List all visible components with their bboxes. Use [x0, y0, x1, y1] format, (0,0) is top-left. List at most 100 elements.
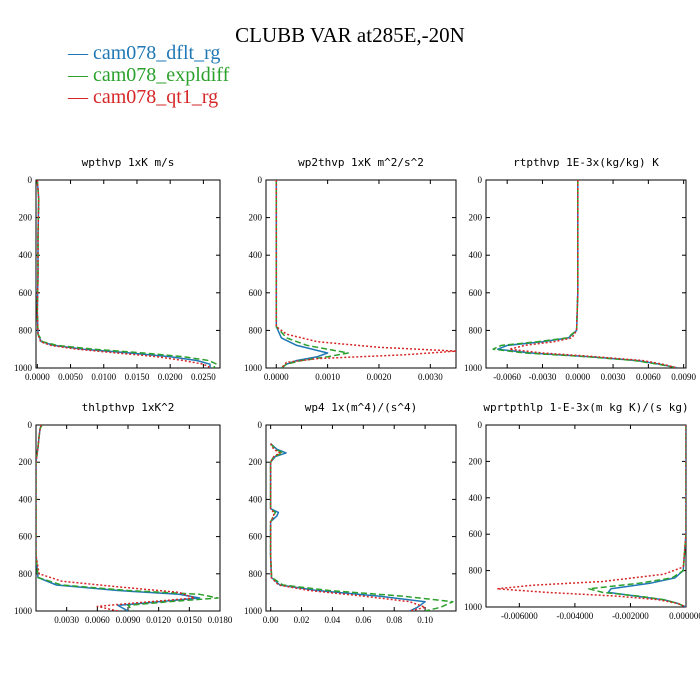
y-tick-label-0-0: 0 — [28, 175, 33, 185]
panel-3: thlpthvp 1xK^2 0 200 400 600 800 1000 0.0030 0.0… — [14, 401, 233, 625]
y-tick-label-3-4: 800 — [19, 569, 33, 579]
y-tick-label-5-3: 600 — [469, 529, 483, 539]
x-tick-label-3-3: 0.0120 — [146, 615, 171, 625]
y-tick-label-2-1: 200 — [469, 213, 483, 223]
y-tick-label-2-5: 1000 — [464, 363, 483, 373]
series-line-4-2 — [269, 443, 426, 611]
y-tick-label-5-1: 200 — [469, 456, 483, 466]
x-tick-label-1-1: 0.0010 — [315, 372, 340, 382]
x-tick-label-5-1: -0.004000 — [557, 611, 594, 621]
legend-entry-2: — cam078_qt1_rg — [67, 86, 218, 108]
y-tick-label-1-5: 1000 — [244, 363, 263, 373]
y-tick-label-4-1: 200 — [249, 457, 263, 467]
x-tick-label-5-3: 0.000000 — [669, 611, 700, 621]
y-tick-label-1-0: 0 — [258, 175, 263, 185]
x-tick-label-2-5: 0.0090 — [671, 372, 696, 382]
plot-frame-1 — [265, 179, 457, 369]
x-tick-label-1-3: 0.0030 — [418, 372, 443, 382]
y-tick-label-1-3: 600 — [249, 288, 263, 298]
x-tick-label-2-3: 0.0030 — [601, 372, 626, 382]
x-tick-label-4-2: 0.04 — [325, 615, 341, 625]
x-tick-label-4-3: 0.06 — [355, 615, 371, 625]
x-tick-label-5-0: -0.006000 — [501, 611, 538, 621]
x-tick-label-0-4: 0.0200 — [158, 372, 183, 382]
series-line-2-2 — [508, 180, 678, 368]
x-tick-label-2-0: -0.0060 — [493, 372, 521, 382]
y-tick-label-4-4: 800 — [249, 569, 263, 579]
x-tick-label-3-2: 0.0090 — [116, 615, 141, 625]
x-tick-label-2-2: 0.0000 — [565, 372, 590, 382]
x-tick-label-5-2: -0.002000 — [612, 611, 649, 621]
y-tick-label-3-2: 400 — [19, 494, 33, 504]
y-tick-label-0-1: 200 — [19, 213, 33, 223]
panel-1: wp2thvp 1xK m^2/s^2020040060080010000.00… — [244, 156, 457, 382]
y-tick-label-3-5: 1000 — [14, 606, 33, 616]
y-tick-label-5-5: 1000 — [464, 602, 483, 612]
y-tick-label-0-4: 800 — [19, 325, 33, 335]
x-tick-label-4-0: 0.00 — [263, 615, 279, 625]
series-line-3-2 — [36, 425, 196, 611]
y-tick-label-0-2: 400 — [19, 250, 33, 260]
x-tick-label-4-5: 0.10 — [417, 615, 433, 625]
x-tick-label-3-4: 0.0150 — [177, 615, 202, 625]
panel-title-5: wprtpthlp 1-E-3x(m kg K)/(s kg) — [483, 401, 688, 414]
y-tick-label-3-3: 600 — [19, 532, 33, 542]
y-tick-label-0-5: 1000 — [14, 363, 33, 373]
figure-title: CLUBB VAR at285E,-20N — [235, 23, 465, 47]
x-tick-label-1-2: 0.0020 — [367, 372, 392, 382]
y-tick-label-4-0: 0 — [258, 420, 263, 430]
legend-entry-0: — cam078_dflt_rg — [67, 42, 220, 64]
legend-entry-1: — cam078_expldiff — [67, 64, 230, 86]
series-line-3-1 — [36, 425, 219, 611]
x-tick-label-2-1: -0.0030 — [529, 372, 557, 382]
x-tick-label-3-1: 0.0060 — [85, 615, 110, 625]
panel-title-3: thlpthvp 1xK^2 — [82, 401, 175, 414]
y-tick-label-2-2: 400 — [469, 250, 483, 260]
y-tick-label-1-1: 200 — [249, 213, 263, 223]
y-tick-label-1-2: 400 — [249, 250, 263, 260]
y-tick-label-4-3: 600 — [249, 532, 263, 542]
plot-frame-4 — [265, 424, 457, 612]
x-tick-label-0-0: 0.0000 — [25, 372, 50, 382]
y-tick-label-3-1: 200 — [19, 457, 33, 467]
y-tick-label-5-4: 800 — [469, 566, 483, 576]
panel-2: rtpthvp 1E-3x(kg/kg) K02004006008001000-… — [464, 156, 697, 382]
y-tick-label-2-3: 600 — [469, 288, 483, 298]
legend: — cam078_dflt_rg — cam078_expldiff — cam… — [67, 42, 230, 108]
series-line-5-1 — [588, 425, 686, 607]
series-line-5-2 — [496, 425, 686, 607]
series-line-1-2 — [275, 180, 456, 368]
y-tick-label-4-2: 400 — [249, 494, 263, 504]
panel-title-2: rtpthvp 1E-3x(kg/kg) K — [513, 156, 659, 169]
x-tick-label-4-1: 0.02 — [294, 615, 310, 625]
x-tick-label-0-5: 0.0250 — [191, 372, 216, 382]
x-tick-label-0-1: 0.0050 — [58, 372, 83, 382]
x-tick-label-0-2: 0.0100 — [91, 372, 116, 382]
x-tick-label-4-4: 0.08 — [386, 615, 402, 625]
y-tick-label-5-0: 0 — [478, 420, 483, 430]
panel-title-0: wpthvp 1xK m/s — [82, 156, 175, 169]
series-line-0-1 — [36, 180, 218, 368]
y-tick-label-0-3: 600 — [19, 288, 33, 298]
y-tick-label-4-5: 1000 — [244, 606, 263, 616]
y-tick-label-2-4: 800 — [469, 325, 483, 335]
y-tick-label-2-0: 0 — [478, 175, 483, 185]
y-tick-label-5-2: 400 — [469, 493, 483, 503]
panel-title-4: wp4 1x(m^4)/(s^4) — [305, 401, 418, 414]
x-tick-label-1-0: 0.0000 — [264, 372, 289, 382]
x-tick-label-2-4: 0.0060 — [636, 372, 661, 382]
x-tick-label-0-3: 0.0150 — [125, 372, 150, 382]
y-tick-label-3-0: 0 — [28, 420, 33, 430]
plot-frame-0 — [35, 179, 221, 369]
panel-5: wprtpthlp 1-E-3x(m kg K)/(s kg)0 200 400 60… — [464, 401, 700, 621]
y-tick-label-1-4: 800 — [249, 325, 263, 335]
plot-frame-2 — [485, 179, 687, 369]
x-tick-label-3-5: 0.0180 — [208, 615, 233, 625]
x-tick-label-3-0: 0.0030 — [54, 615, 79, 625]
panel-title-1: wp2thvp 1xK m^2/s^2 — [298, 156, 424, 169]
